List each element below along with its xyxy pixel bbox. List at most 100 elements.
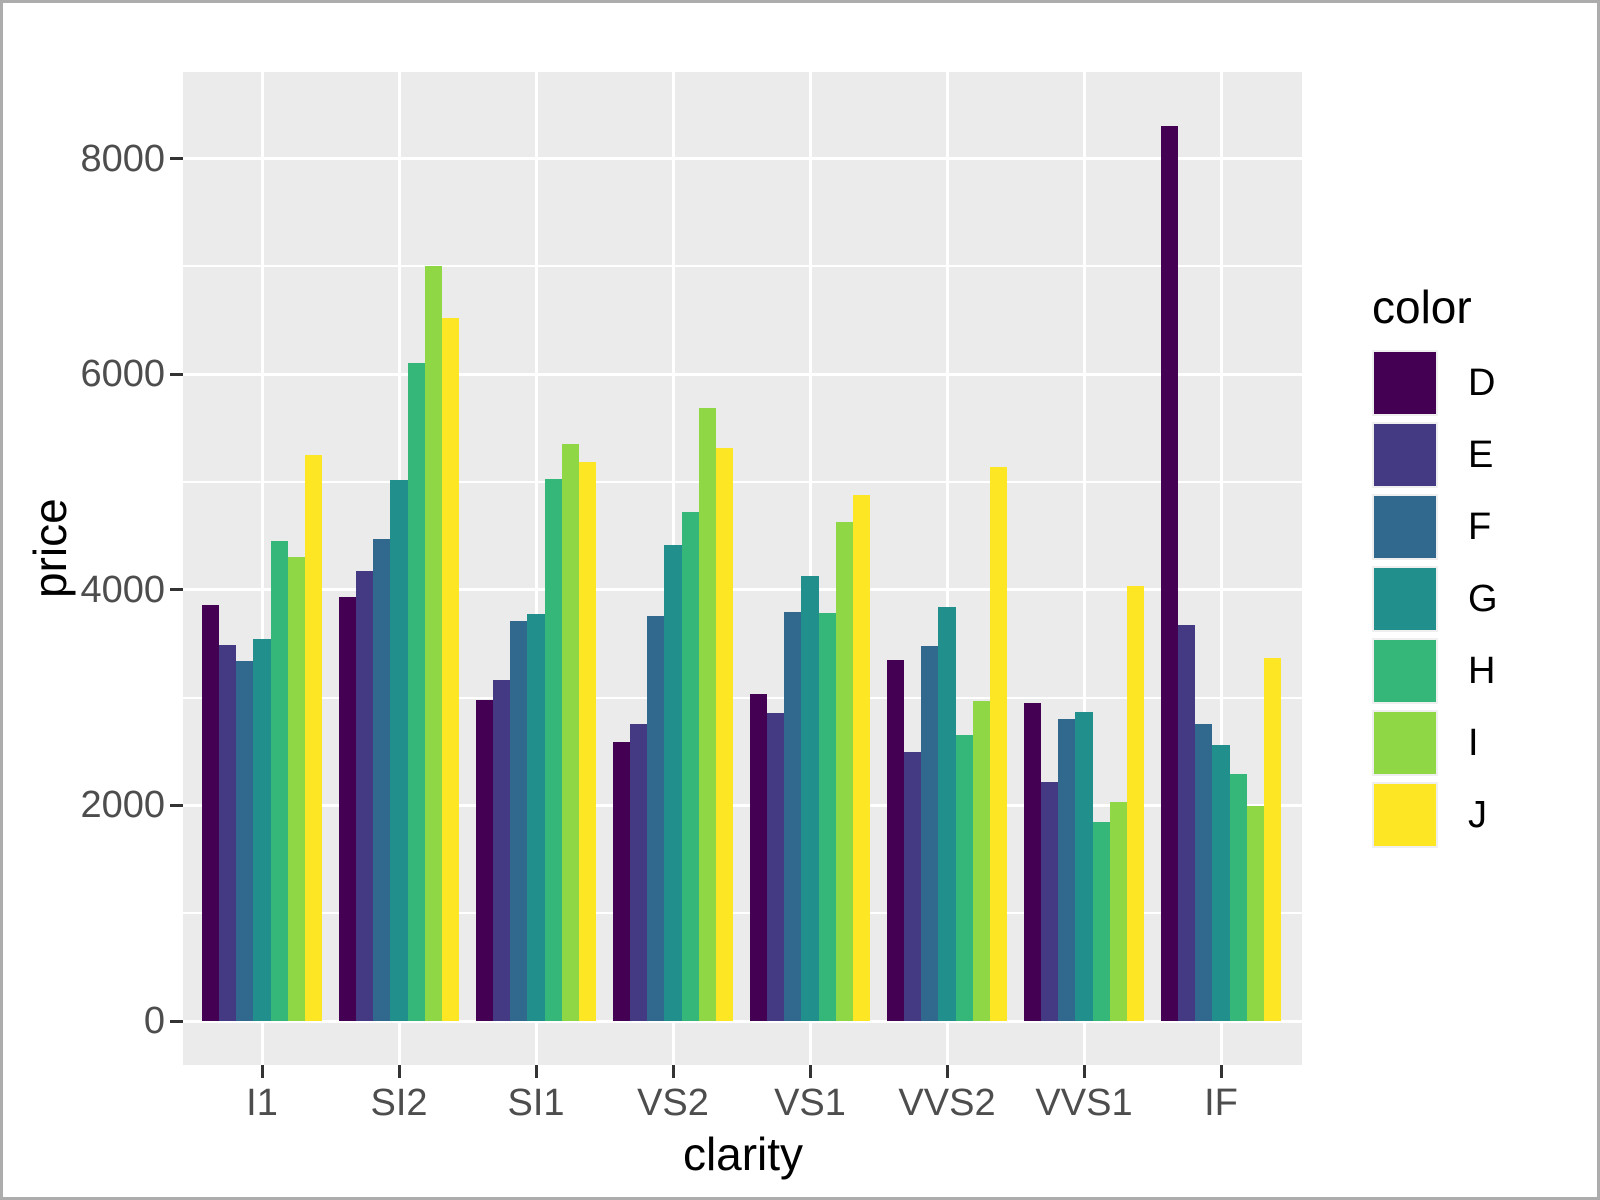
legend-swatch-J <box>1374 784 1436 846</box>
legend-key <box>1372 710 1438 776</box>
bar-VVS2-D <box>887 659 905 1021</box>
gridline-major-y <box>183 157 1302 161</box>
y-tick-mark <box>170 1019 183 1023</box>
gridline-minor-y <box>183 696 1302 699</box>
x-tick-mark <box>397 1065 401 1078</box>
bar-I1-E <box>219 644 237 1021</box>
x-tick-label: I1 <box>246 1082 278 1124</box>
x-tick-label: VVS1 <box>1035 1082 1133 1124</box>
x-tick-mark <box>1082 1065 1086 1078</box>
gridline-minor-y <box>183 912 1302 915</box>
bar-IF-H <box>1229 774 1247 1021</box>
bar-VVS1-G <box>1075 711 1093 1021</box>
bar-VVS2-H <box>955 735 973 1021</box>
gridline-minor-y <box>183 265 1302 268</box>
x-tick-mark <box>1219 1065 1223 1078</box>
x-tick-label: VS1 <box>774 1082 846 1124</box>
legend-key <box>1372 350 1438 416</box>
y-tick-mark <box>170 588 183 592</box>
bar-VVS1-E <box>1041 781 1059 1021</box>
bar-VS2-I <box>698 407 716 1021</box>
x-tick-label: VVS2 <box>898 1082 996 1124</box>
legend-label: E <box>1468 433 1494 476</box>
bar-VVS1-D <box>1024 703 1042 1021</box>
y-tick-mark <box>170 803 183 807</box>
legend-item-I: I <box>1372 710 1586 776</box>
bar-IF-D <box>1161 125 1179 1021</box>
x-tick-label: VS2 <box>637 1082 709 1124</box>
bar-VS2-D <box>613 742 631 1021</box>
x-tick-label: SI1 <box>507 1082 565 1124</box>
bar-SI1-I <box>561 443 579 1021</box>
bar-SI2-G <box>390 479 408 1021</box>
legend-swatch-E <box>1374 424 1436 486</box>
x-tick-mark <box>808 1065 812 1078</box>
bar-SI1-G <box>527 614 545 1021</box>
legend-item-F: F <box>1372 494 1586 560</box>
gridline-major-x <box>808 72 812 1065</box>
legend-label: H <box>1468 649 1496 692</box>
x-tick-mark <box>945 1065 949 1078</box>
bar-VS1-D <box>750 694 768 1021</box>
bar-SI2-I <box>424 266 442 1021</box>
bar-VVS1-H <box>1092 822 1110 1021</box>
bar-VVS2-I <box>972 701 990 1021</box>
plot-panel <box>183 72 1302 1065</box>
bar-VS1-E <box>767 713 785 1021</box>
bar-SI2-H <box>407 363 425 1021</box>
gridline-major-y <box>183 1019 1302 1023</box>
bar-VVS2-F <box>921 646 939 1021</box>
bar-I1-J <box>304 454 322 1021</box>
y-axis-title: price <box>24 498 76 598</box>
bar-SI2-D <box>339 597 357 1021</box>
bar-I1-F <box>236 660 254 1021</box>
legend-item-J: J <box>1372 782 1586 848</box>
y-tick-label: 0 <box>143 1000 165 1042</box>
legend-swatch-G <box>1374 568 1436 630</box>
legend-label: J <box>1468 793 1487 836</box>
bar-VS1-H <box>818 613 836 1021</box>
bar-SI1-E <box>493 680 511 1021</box>
bar-IF-J <box>1263 658 1281 1021</box>
bar-SI1-H <box>544 478 562 1021</box>
legend-item-D: D <box>1372 350 1586 416</box>
bar-I1-D <box>202 604 220 1021</box>
legend-label: F <box>1468 505 1492 548</box>
bar-VVS2-G <box>938 606 956 1021</box>
y-tick-label: 6000 <box>80 353 165 396</box>
gridline-major-x <box>260 72 264 1065</box>
gridline-major-x <box>534 72 538 1065</box>
x-tick-mark <box>671 1065 675 1078</box>
legend-swatch-H <box>1374 640 1436 702</box>
legend-key <box>1372 422 1438 488</box>
gridline-major-x <box>1082 72 1086 1065</box>
bar-VS2-E <box>630 724 648 1021</box>
legend-swatch-F <box>1374 496 1436 558</box>
legend-label: D <box>1468 361 1496 404</box>
bar-VS2-J <box>715 448 733 1021</box>
x-tick-mark <box>260 1065 264 1078</box>
bar-I1-I <box>287 557 305 1021</box>
gridline-major-y <box>183 803 1302 807</box>
x-tick-label: IF <box>1204 1082 1238 1124</box>
bar-IF-E <box>1178 625 1196 1021</box>
bar-IF-F <box>1195 724 1213 1021</box>
legend-item-E: E <box>1372 422 1586 488</box>
gridline-major-x <box>945 72 949 1065</box>
x-tick-label: SI2 <box>370 1082 428 1124</box>
gridline-major-x <box>1219 72 1223 1065</box>
bar-VS2-G <box>664 544 682 1021</box>
bar-SI2-E <box>356 571 374 1021</box>
bar-SI1-J <box>578 461 596 1021</box>
bar-VS1-F <box>784 611 802 1021</box>
gridline-minor-y <box>183 481 1302 483</box>
y-tick-label: 8000 <box>80 137 165 180</box>
bar-VVS1-I <box>1109 801 1127 1021</box>
bar-SI2-F <box>373 538 391 1021</box>
gridline-major-y <box>183 372 1302 376</box>
bar-I1-G <box>253 638 271 1021</box>
legend-swatch-I <box>1374 712 1436 774</box>
bar-VS2-H <box>681 511 699 1021</box>
y-tick-label: 4000 <box>80 568 165 611</box>
